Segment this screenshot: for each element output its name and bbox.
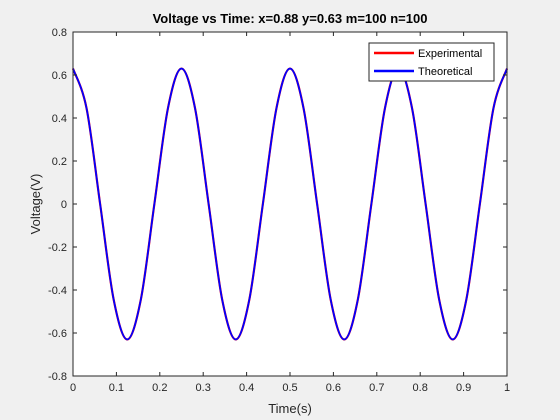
x-tick-label: 0.7 <box>369 382 384 394</box>
legend-box <box>368 42 495 82</box>
y-tick-label: 0.4 <box>52 113 67 125</box>
y-tick-label: 0.6 <box>52 70 67 82</box>
x-tick-label: 0.6 <box>326 382 341 394</box>
y-axis: -0.8 -0.6 -0.4 -0.2 0 0.2 0.4 0.6 0.8 <box>48 27 507 383</box>
x-tick-label: 0.4 <box>239 382 254 394</box>
y-tick-label: -0.8 <box>48 371 67 383</box>
y-tick-label: -0.2 <box>48 242 67 254</box>
legend[interactable]: Experimental Theoretical <box>368 42 495 82</box>
x-tick-label: 0.8 <box>413 382 428 394</box>
x-tick-label: 0 <box>70 382 76 394</box>
x-tick-label: 0.3 <box>196 382 211 394</box>
plot-area <box>73 32 507 376</box>
x-tick-label: 0.5 <box>282 382 297 394</box>
legend-label-experimental: Experimental <box>418 48 482 60</box>
y-axis-label: Voltage(V) <box>28 174 43 235</box>
y-tick-label: 0.2 <box>52 156 67 168</box>
chart-title: Voltage vs Time: x=0.88 y=0.63 m=100 n=1… <box>153 11 428 26</box>
y-tick-label: -0.4 <box>48 285 67 297</box>
x-tick-label: 0.1 <box>109 382 124 394</box>
y-tick-label: -0.6 <box>48 328 67 340</box>
x-tick-label: 1 <box>504 382 510 394</box>
x-axis: 0 0.1 0.2 0.3 0.4 0.5 0.6 0.7 0.8 0.9 1 <box>70 32 510 394</box>
y-tick-label: 0 <box>61 199 67 211</box>
x-tick-label: 0.2 <box>152 382 167 394</box>
series-layer <box>71 67 509 341</box>
x-axis-label: Time(s) <box>268 401 312 416</box>
x-tick-label: 0.9 <box>456 382 471 394</box>
y-tick-label: 0.8 <box>52 27 67 39</box>
series-line-theoretical <box>72 67 508 341</box>
legend-label-theoretical: Theoretical <box>418 66 472 78</box>
